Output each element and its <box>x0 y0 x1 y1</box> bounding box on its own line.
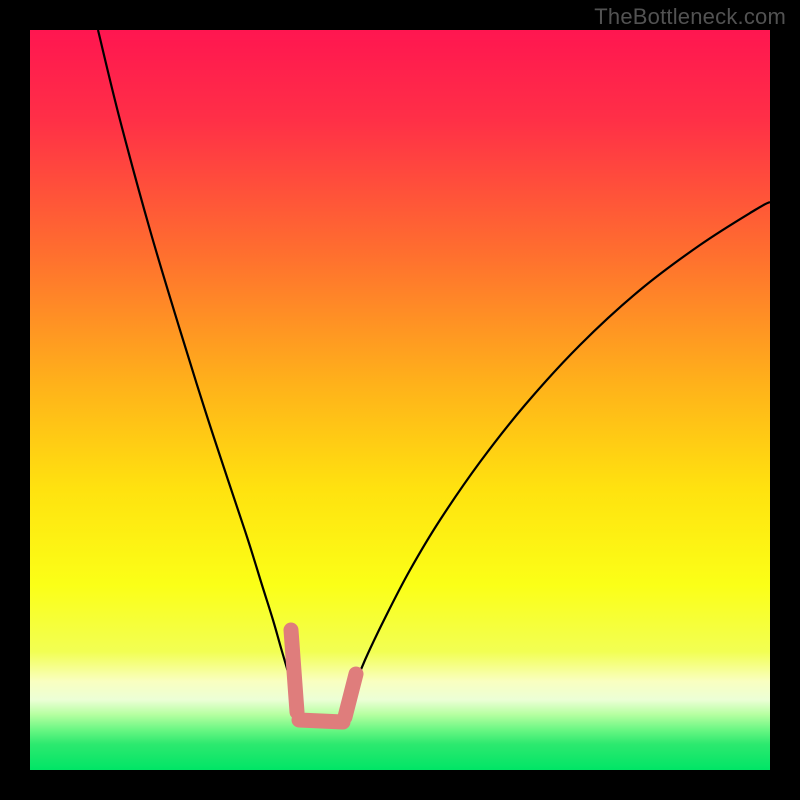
chart-container: TheBottleneck.com <box>0 0 800 800</box>
gradient-background <box>30 30 770 770</box>
highlight-segment <box>299 720 343 722</box>
highlight-segment <box>345 674 356 717</box>
plot-area <box>30 30 770 770</box>
highlight-segment <box>291 630 297 712</box>
bottleneck-chart <box>0 0 800 800</box>
watermark-text: TheBottleneck.com <box>594 4 786 30</box>
